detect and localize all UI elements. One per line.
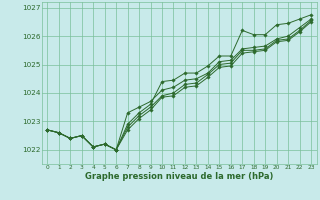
X-axis label: Graphe pression niveau de la mer (hPa): Graphe pression niveau de la mer (hPa) <box>85 172 273 181</box>
